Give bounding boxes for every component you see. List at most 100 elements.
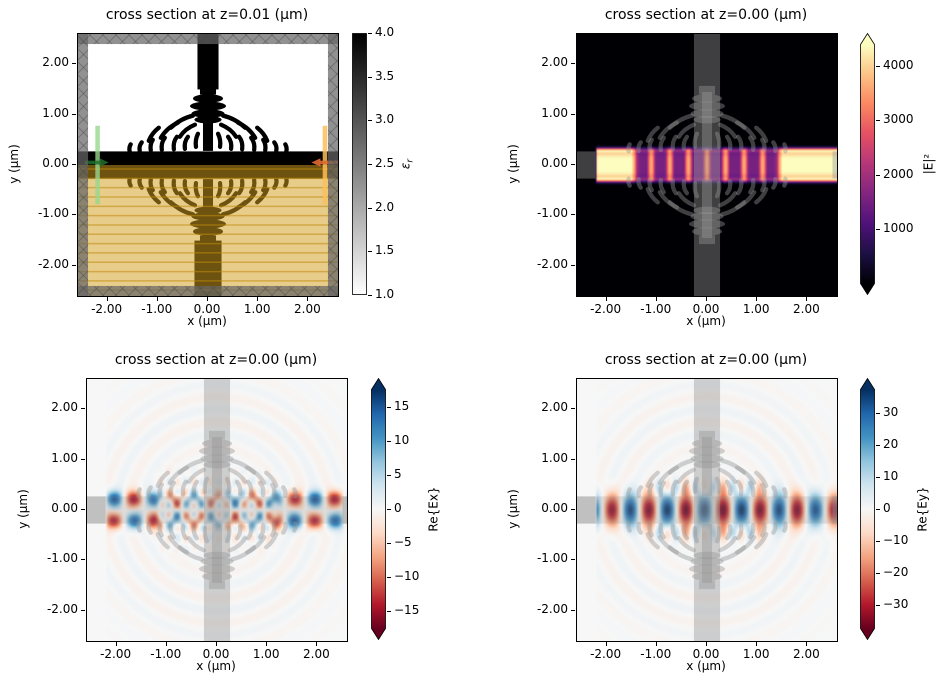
x-tick-label: 0.00 [202,647,230,661]
x-tick-mark [307,297,309,301]
colorbar-label: Re{Ex} [426,486,443,531]
colorbar-tick-label: 10 [883,468,899,483]
x-tick-mark [207,297,208,301]
panel-title: cross section at z=0.01 (μm) [105,7,309,23]
panel-e2: cross section at z=0.00 (μm) x (μm) y (μ… [473,0,946,345]
y-tick-label: 2.00 [51,400,78,415]
x-tick-mark [756,297,758,301]
x-tick-mark [257,297,259,301]
y-axis-label: y (μm) [16,489,30,529]
x-tick-mark [106,297,108,301]
colorbar-tick-label: 20 [883,436,899,451]
colorbar-tick-label: 10 [394,432,410,447]
colorbar-tick-mark [387,611,391,613]
x-tick-label: -1.00 [640,302,672,316]
y-tick-mark [571,63,575,65]
x-tick-mark [706,642,707,646]
colorbar-tick-label: 3.5 [375,68,395,83]
y-tick-mark [571,559,575,561]
colorbar-tick-mark [876,65,880,67]
y-tick-mark [81,509,85,510]
y-tick-mark [571,509,575,510]
y-axis-label: y (μm) [7,144,21,184]
colorbar-tick-label: 15 [394,398,410,413]
y-tick-mark [571,609,575,611]
x-tick-label: 0.00 [692,647,720,661]
x-tick-label: 2.00 [793,302,820,316]
y-tick-label: 1.00 [541,105,568,120]
panel-title: cross section at z=0.00 (μm) [604,352,808,368]
colorbar-tick-label: 2.0 [375,199,395,214]
colorbar-tick-mark [876,412,880,414]
x-axis-label: x (μm) [196,659,236,673]
colorbar-tick-mark [876,509,880,510]
colorbar-tick-label: 3000 [883,112,914,127]
y-tick-mark [72,113,76,115]
y-tick-label: 0.00 [541,156,568,170]
colorbar-tick-label: 1.0 [375,287,395,301]
colorbar-label: Re{Ey} [915,486,932,531]
x-tick-label: -1.00 [141,302,173,316]
y-tick-label: 2.00 [541,55,568,70]
y-tick-label: 0.00 [42,156,69,170]
y-tick-label: 0.00 [51,501,78,515]
y-tick-mark [72,164,76,165]
x-tick-label: -1.00 [640,647,672,661]
x-tick-mark [605,297,607,301]
colorbar-tick-mark [368,76,372,78]
colorbar-label-text: |E|² [921,153,936,175]
x-tick-label: 0.00 [193,302,221,316]
y-tick-label: -1.00 [536,551,568,566]
colorbar-tick-label: 2.5 [375,156,395,170]
y-tick-mark [81,559,85,561]
y-tick-mark [72,214,76,216]
x-tick-mark [706,297,707,301]
colorbar-label: |E|² [921,154,938,174]
x-tick-label: -2.00 [590,647,622,661]
ey-heatmap [576,378,838,642]
x-tick-label: -2.00 [100,647,132,661]
panel-ex: cross section at z=0.00 (μm) x (μm) y (μ… [0,345,473,690]
colorbar-tick-mark [387,406,391,408]
y-tick-mark [571,408,575,410]
colorbar-tick-mark [876,476,880,478]
colorbar-tick-mark [876,174,880,176]
x-tick-label: 2.00 [294,302,321,316]
colorbar-tick-mark [876,120,880,122]
colorbar-tick-mark [368,295,372,296]
x-tick-mark [605,642,607,646]
x-tick-label: 1.00 [252,647,280,661]
colorbar-tick-label: 4000 [883,57,914,72]
x-tick-mark [806,297,808,301]
y-tick-label: 2.00 [541,400,568,415]
x-tick-mark [655,297,657,301]
colorbar-tick-mark [387,577,391,579]
y-axis-label: y (μm) [506,489,520,529]
y-tick-label: -1.00 [37,206,69,221]
y-axis-label: y (μm) [506,144,520,184]
permittivity-colorbar [352,33,367,295]
colorbar-tick-label: 0 [883,501,891,515]
colorbar-tick-label: −10 [883,533,909,548]
panel-ey: cross section at z=0.00 (μm) x (μm) y (μ… [473,345,946,690]
x-tick-mark [266,642,268,646]
colorbar-label-sub: r [405,158,416,163]
colorbar-tick-mark [876,605,880,607]
x-tick-label: -1.00 [150,647,182,661]
y-tick-mark [81,458,85,460]
colorbar-label-text: ε [398,162,413,170]
y-tick-label: 0.00 [541,501,568,515]
colorbar-tick-label: 4.0 [375,25,395,39]
x-axis-label: x (μm) [686,659,726,673]
x-tick-label: 1.00 [742,302,770,316]
colorbar-tick-label: −15 [394,603,420,618]
x-tick-mark [316,642,318,646]
colorbar-tick-label: 3.0 [375,112,395,127]
ex-colorbar [371,378,386,640]
colorbar-label-text: Re{Ex} [426,486,441,532]
colorbar-label-text: Re{Ey} [915,486,930,532]
x-tick-mark [806,642,808,646]
y-tick-label: -2.00 [46,601,78,616]
y-tick-label: 1.00 [42,105,69,120]
